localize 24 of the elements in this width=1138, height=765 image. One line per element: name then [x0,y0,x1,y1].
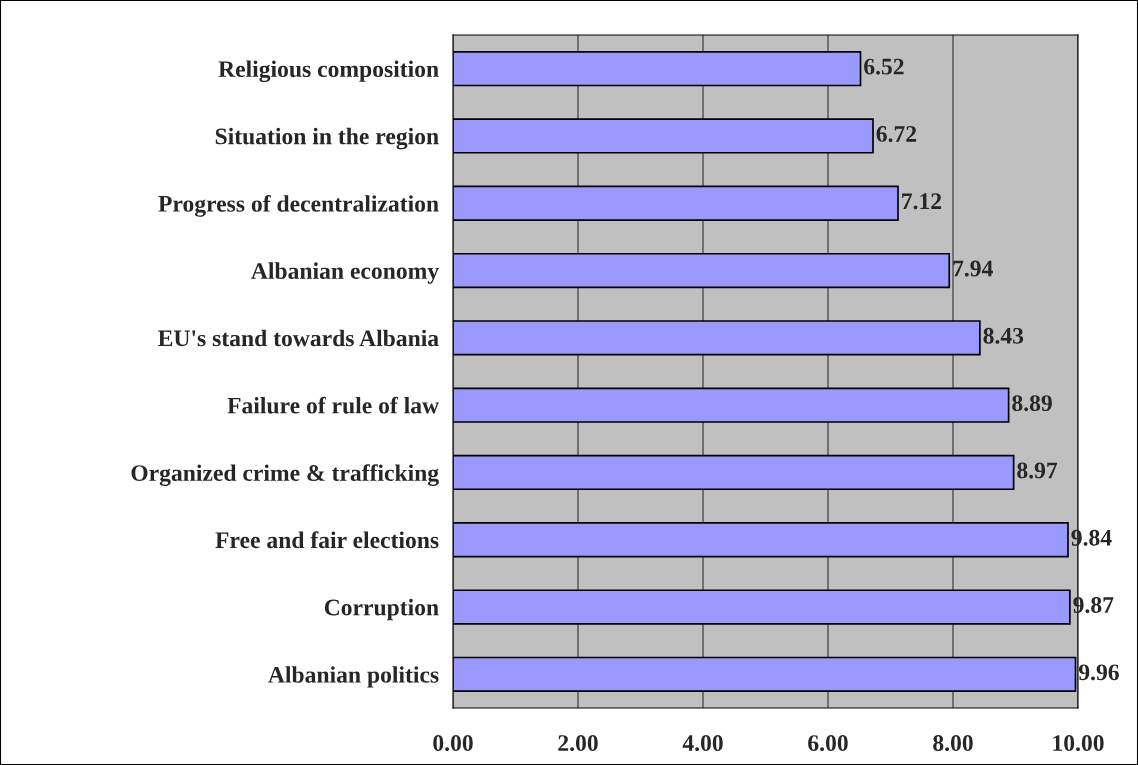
x-tick-label: 4.00 [682,735,723,752]
data-label: 8.97 [1017,462,1058,479]
y-tick-label: Albanian politics [268,666,439,688]
y-tick-label: Organized crime & trafficking [131,464,439,486]
y-tick-label: Situation in the region [215,127,439,150]
data-label: 8.89 [1012,395,1052,412]
y-tick-label: Albanian economy [251,262,439,284]
y-tick-label: EU's stand towards Albania [158,329,439,347]
x-tick-label: 8.00 [933,735,973,752]
data-label: 6.52 [864,58,904,75]
x-tick-label: 6.00 [808,735,848,752]
data-label: 7.94 [953,260,993,277]
y-tick-label: Corruption [324,598,439,621]
y-tick-label: Failure of rule of law [227,396,439,414]
data-label: 7.12 [902,193,942,210]
data-label: 6.72 [876,125,917,142]
data-label: 8.43 [983,327,1024,344]
y-tick-label: Religious composition [218,60,439,83]
y-tick-label: Free and fair elections [215,531,439,549]
y-tick-label: Progress of decentralization [158,194,439,217]
data-label: 9.96 [1078,664,1119,681]
x-tick-label: 10.00 [1053,735,1104,752]
x-tick-label: 0.00 [433,735,473,752]
x-tick-label: 2.00 [558,735,598,752]
